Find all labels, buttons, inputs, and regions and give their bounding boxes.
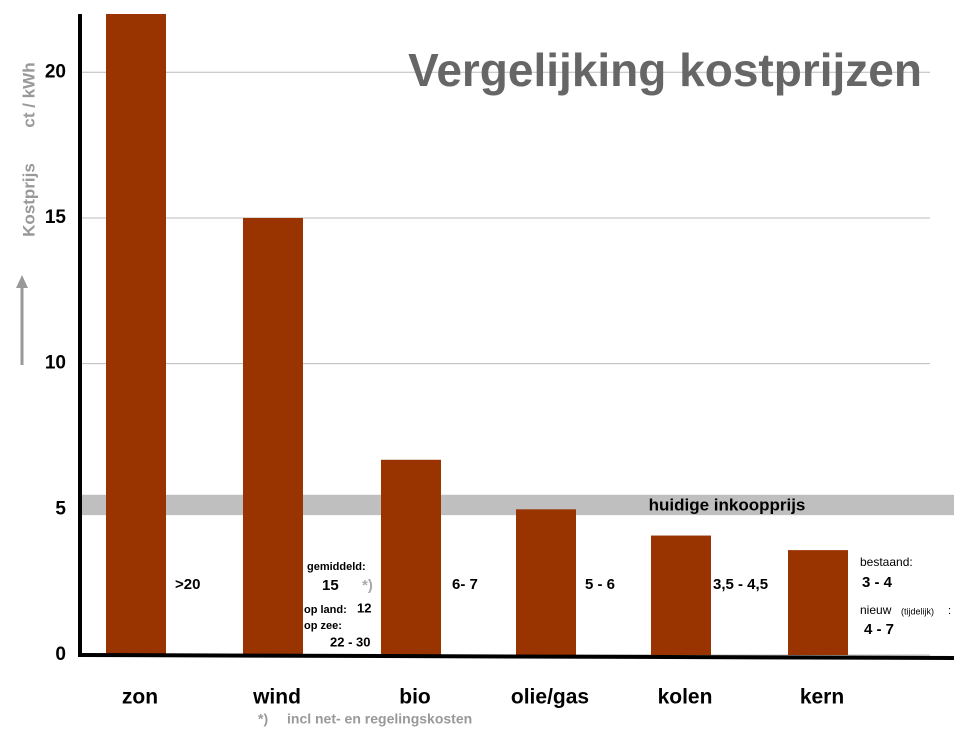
annotation: 4 - 7 bbox=[864, 621, 894, 638]
annotation: 6- 7 bbox=[452, 576, 478, 593]
annotation: 3,5 - 4,5 bbox=[713, 576, 768, 593]
x-axis bbox=[79, 653, 954, 660]
bar bbox=[651, 535, 711, 655]
y-tick-label: 10 bbox=[45, 353, 66, 374]
bar bbox=[243, 217, 303, 656]
x-tick-label: bio bbox=[399, 686, 431, 709]
annotation: 5 - 6 bbox=[585, 576, 615, 593]
y-axis-label: Kostprijs bbox=[19, 163, 38, 237]
bar bbox=[106, 14, 166, 655]
annotation: >20 bbox=[175, 576, 200, 593]
arrow-head bbox=[16, 275, 28, 288]
y-axis-unit: ct / kWh bbox=[19, 62, 38, 127]
bar bbox=[516, 509, 576, 655]
annotation: 22 - 30 bbox=[330, 634, 370, 649]
annotation: 12 bbox=[357, 600, 371, 615]
x-tick-label: kolen bbox=[658, 686, 713, 709]
bar bbox=[381, 459, 441, 655]
footnote: incl net- en regelingskosten bbox=[287, 711, 472, 727]
y-tick-label: 0 bbox=[55, 644, 66, 665]
chart-title: Vergelijking kostprijzen bbox=[408, 44, 922, 96]
x-tick-label: wind bbox=[252, 686, 301, 709]
annotation: 15 bbox=[322, 577, 339, 594]
annotation: : bbox=[948, 605, 951, 617]
y-tick-label: 15 bbox=[45, 207, 67, 228]
annotation: 3 - 4 bbox=[862, 574, 893, 591]
annotation: op land: bbox=[304, 604, 347, 616]
x-tick-label: olie/gas bbox=[511, 686, 589, 709]
annotation: op zee: bbox=[304, 620, 342, 632]
annotation: bestaand: bbox=[860, 555, 913, 569]
bar bbox=[788, 550, 848, 655]
annotations: >20 gemiddeld: 15 *) op land: 12 op zee:… bbox=[175, 555, 951, 649]
y-tick-label: 5 bbox=[55, 498, 66, 519]
annotation: gemiddeld: bbox=[307, 561, 366, 573]
x-tick-label: zon bbox=[122, 686, 158, 709]
band-label: huidige inkoopprijs bbox=[649, 495, 806, 514]
annotation: (tijdelijk) bbox=[901, 606, 934, 616]
x-tick-label: kern bbox=[800, 686, 844, 709]
annotation: *) bbox=[362, 577, 373, 594]
footnote-marker: *) bbox=[258, 711, 268, 727]
annotation: nieuw bbox=[860, 603, 892, 617]
y-tick-label: 20 bbox=[45, 61, 66, 82]
